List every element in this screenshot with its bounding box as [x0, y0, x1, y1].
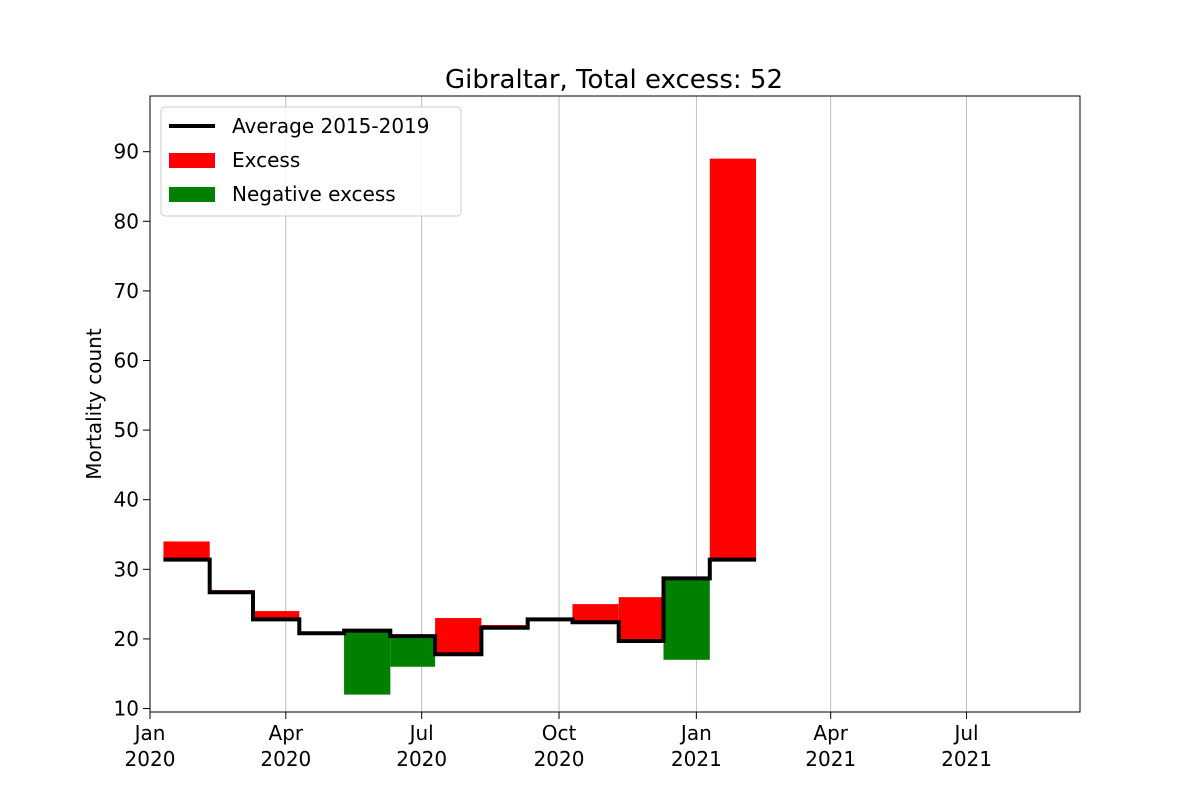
y-tick-label: 50 [114, 418, 139, 442]
legend-excess-swatch [169, 153, 215, 168]
y-tick-label: 20 [114, 627, 139, 651]
y-tick-label: 30 [114, 557, 139, 581]
x-tick-label: Jan [679, 721, 712, 745]
excess-bar [709, 158, 757, 560]
excess-bar [163, 541, 210, 560]
excess-bar [435, 618, 482, 655]
legend-negative-swatch [169, 187, 215, 202]
y-tick-label: 60 [114, 348, 139, 372]
bars [163, 158, 757, 695]
legend-average-label: Average 2015-2019 [232, 114, 430, 138]
x-tick-label: Apr [269, 721, 304, 745]
x-tick-label: Jan [133, 721, 166, 745]
x-tick-label: 2021 [671, 747, 722, 771]
y-tick-label: 10 [114, 697, 139, 721]
negative-excess-bar [663, 578, 710, 660]
excess-bar [618, 597, 664, 642]
y-tick-label: 90 [114, 140, 139, 164]
y-tick-label: 70 [114, 279, 139, 303]
y-axis-label: Mortality count [82, 328, 106, 480]
x-tick-label: Jul [408, 721, 434, 745]
x-tick-label: 2021 [805, 747, 856, 771]
plot-frame [149, 95, 1081, 713]
chart-title: Gibraltar, Total excess: 52 [445, 65, 783, 95]
legend-box [160, 106, 462, 217]
x-tick-label: 2020 [260, 747, 311, 771]
x-tick-label: Jul [952, 721, 978, 745]
average-line-layer [163, 557, 757, 657]
negative-excess-bar [344, 630, 391, 695]
average-line [163, 557, 757, 657]
excess-bar [253, 611, 300, 620]
x-tick-label: 2020 [396, 747, 447, 771]
x-tick-label: 2020 [534, 747, 585, 771]
negative-excess-bar [390, 636, 436, 667]
y-tick-label: 40 [114, 488, 139, 512]
x-tick-label: 2021 [941, 747, 992, 771]
excess-bar [572, 604, 619, 623]
x-tick-label: Oct [542, 721, 577, 745]
y-tick-label: 80 [114, 209, 139, 233]
x-axis-ticks: Jan2020Apr2020Jul2020Oct2020Jan2021Apr20… [125, 712, 992, 771]
y-axis-ticks: 10 20 30 40 50 60 70 80 90 [114, 140, 150, 721]
x-tick-label: 2020 [125, 747, 176, 771]
legend-excess-label: Excess [232, 148, 300, 172]
legend: Average 2015-2019 Excess Negative excess [160, 106, 462, 217]
legend-negative-label: Negative excess [232, 182, 396, 206]
x-tick-label: Apr [813, 721, 848, 745]
